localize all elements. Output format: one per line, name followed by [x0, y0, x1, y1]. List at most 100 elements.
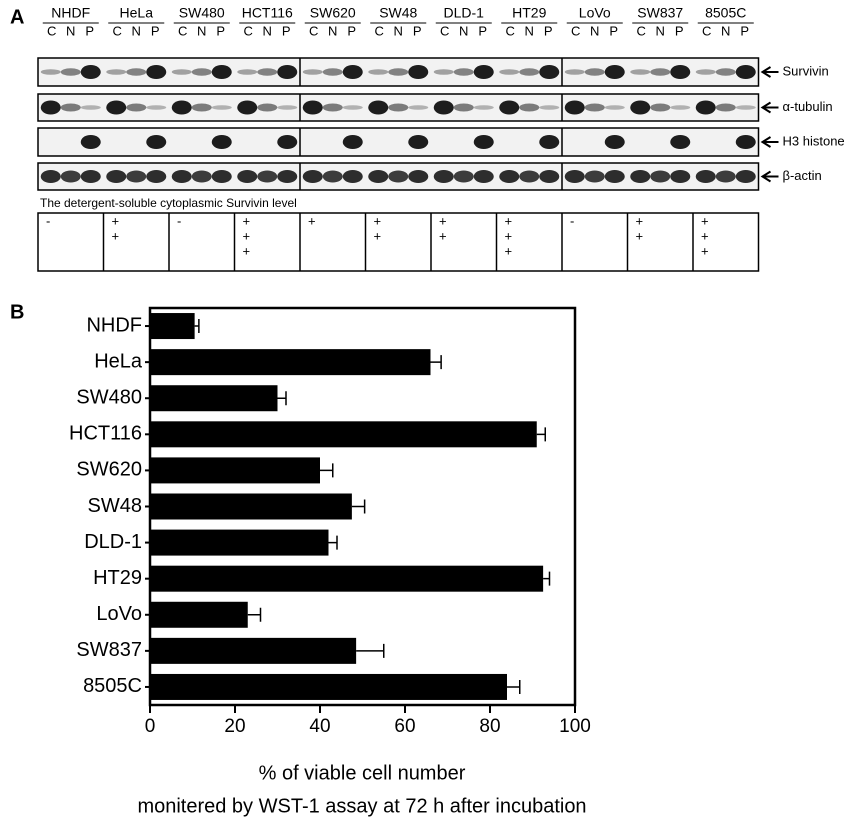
band [605, 65, 625, 79]
y-tick-label: LoVo [96, 603, 142, 625]
lane-label: C [47, 23, 56, 38]
lane-label: C [571, 23, 580, 38]
level-symbol: + [374, 228, 382, 243]
blot-label: H3 histone [783, 133, 845, 148]
band [539, 170, 559, 183]
lane-label: C [506, 23, 515, 38]
lane-label: N [590, 23, 599, 38]
band [303, 69, 323, 75]
x-tick-label: 60 [394, 716, 415, 737]
band [388, 171, 408, 183]
band [474, 65, 494, 79]
blot-label: α-tubulin [783, 99, 833, 114]
level-symbol: + [308, 213, 316, 228]
arrow [763, 137, 779, 147]
level-symbol: + [243, 213, 251, 228]
band [650, 104, 670, 112]
level-symbol: + [439, 228, 447, 243]
error-bar [195, 319, 199, 333]
band [81, 65, 101, 79]
level-symbol: - [570, 213, 574, 228]
band [323, 104, 343, 112]
y-tick-label: SW48 [88, 495, 142, 517]
lane-label: N [66, 23, 75, 38]
band [388, 104, 408, 112]
band [126, 104, 146, 112]
band [192, 104, 212, 112]
band [539, 65, 559, 79]
band [343, 105, 363, 110]
level-symbol: + [505, 228, 513, 243]
y-tick-label: NHDF [86, 314, 142, 336]
y-tick-label: HCT116 [69, 423, 142, 445]
band [716, 104, 736, 112]
lane-label: N [721, 23, 730, 38]
lane-label: P [740, 23, 749, 38]
cell-line-label: DLD-1 [444, 5, 485, 21]
band [519, 171, 539, 183]
band [388, 68, 408, 76]
error-bar [248, 608, 261, 622]
lane-label: P [478, 23, 487, 38]
level-symbol: + [636, 228, 644, 243]
cell-line-label: SW48 [379, 5, 417, 21]
band [474, 105, 494, 110]
cell-line-label: HT29 [512, 5, 546, 21]
bar [150, 530, 329, 556]
band [650, 171, 670, 183]
level-table [38, 213, 759, 271]
band [736, 135, 756, 149]
lane-label: C [637, 23, 646, 38]
x-tick-label: 0 [145, 716, 156, 737]
x-tick-label: 40 [309, 716, 330, 737]
band [146, 170, 166, 183]
lane-label: C [375, 23, 384, 38]
blot-label: β-actin [783, 168, 822, 183]
band [61, 68, 81, 76]
band [257, 68, 277, 76]
band [212, 65, 232, 79]
bar [150, 602, 248, 628]
band [277, 170, 297, 183]
lane-label: P [216, 23, 225, 38]
band [146, 65, 166, 79]
band [454, 104, 474, 112]
bar [150, 421, 537, 447]
blot-label: Survivin [783, 63, 829, 78]
band [585, 171, 605, 183]
lane-label: C [178, 23, 187, 38]
band [605, 135, 625, 149]
cell-line-label: 8505C [705, 5, 746, 21]
band [277, 65, 297, 79]
bar [150, 638, 356, 664]
band [434, 69, 454, 75]
band [172, 101, 192, 115]
lane-label: C [113, 23, 122, 38]
band [670, 170, 690, 183]
error-bar [543, 572, 549, 586]
band [565, 69, 585, 75]
x-tick-label: 20 [224, 716, 245, 737]
band [539, 105, 559, 110]
band [303, 170, 323, 183]
band [81, 105, 101, 110]
band [106, 170, 126, 183]
band [237, 170, 257, 183]
lane-label: P [85, 23, 94, 38]
band [736, 170, 756, 183]
band [696, 69, 716, 75]
figure: A The detergent-soluble cytoplasmic Surv… [0, 0, 862, 829]
band [212, 170, 232, 183]
lane-label: P [544, 23, 553, 38]
lane-label: N [132, 23, 141, 38]
band [343, 65, 363, 79]
lane-label: P [413, 23, 422, 38]
lane-label: P [282, 23, 291, 38]
cell-line-label: HCT116 [242, 5, 293, 21]
lane-label: N [263, 23, 272, 38]
band [343, 135, 363, 149]
x-axis-title: monitered by WST-1 assay at 72 h after i… [137, 795, 586, 817]
arrow [763, 172, 779, 182]
band [277, 105, 297, 110]
error-bar [356, 644, 384, 658]
